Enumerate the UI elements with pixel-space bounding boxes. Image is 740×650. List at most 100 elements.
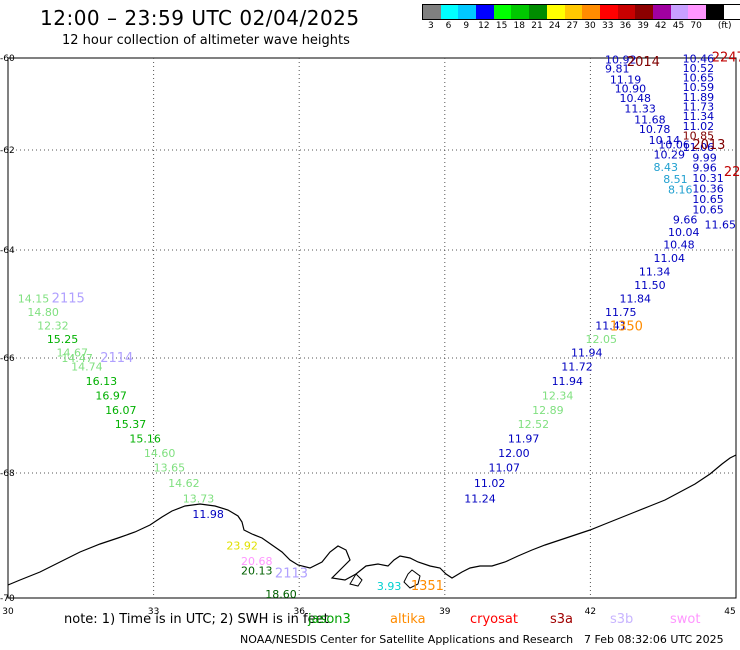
pass-time-label: 1351 [411, 579, 444, 594]
swh-observation: 11.04 [653, 252, 685, 265]
swh-observation: 10.29 [653, 149, 685, 162]
legend-bin-label: 39 [637, 21, 649, 31]
pass-time-label: 2113 [275, 566, 308, 581]
swh-observation: 10.14 [649, 134, 681, 147]
swh-observation: 14.15 [18, 292, 49, 305]
legend-swatch [688, 5, 706, 19]
swh-observation: 10.59 [683, 81, 715, 94]
satellite-altika: altika [390, 612, 426, 627]
legend-swatch [476, 5, 494, 19]
legend-bin-label: 3 [427, 21, 434, 31]
generated-timestamp: 7 Feb 08:32:06 UTC 2025 [584, 633, 724, 646]
swh-observation: 11.07 [488, 461, 519, 474]
satellite-cryosat: cryosat [470, 612, 518, 627]
footer-note: note: 1) Time is in UTC; 2) SWH is in fe… [64, 612, 329, 627]
legend-swatch [493, 5, 512, 19]
swh-observation: 15.37 [115, 418, 147, 431]
lon-tick-label: 36 [293, 607, 305, 617]
swh-observation: 11.33 [624, 102, 656, 115]
legend-bin-label: 21 [531, 21, 543, 31]
swh-observation: 13.73 [183, 492, 215, 505]
swh-observation: 11.97 [508, 433, 539, 446]
swh-observation: 10.90 [615, 83, 647, 96]
legend-swatch [546, 5, 565, 19]
swh-observation: 9.96 [692, 162, 717, 175]
swh-observation: 11.72 [561, 361, 593, 374]
swh-observation: 18.60 [265, 588, 297, 601]
swh-observation: 16.07 [105, 404, 137, 417]
swh-observation: 10.92 [605, 54, 637, 67]
swh-observation: 14.62 [168, 477, 200, 490]
legend-bin-label: 15 [495, 21, 508, 31]
swh-observation: 10.65 [692, 204, 724, 217]
swh-observation: 10.31 [692, 172, 724, 185]
swh-observation: 9.99 [692, 152, 717, 165]
swh-observation: 10.06 [658, 139, 690, 152]
swh-observation: 11.06 [683, 141, 715, 154]
swh-observation: 12.00 [498, 447, 529, 460]
legend-bin-label: 45 [672, 21, 685, 31]
pass-time-labels: 2014 2247 2013 22 2115 2114 1350 2113 1351 [52, 51, 740, 594]
legend-labels: 3 6 9 12 15 18 21 24 27 30 33 36 39 42 45 70 (ft) [422, 21, 740, 31]
longitude-labels: 30 33 36 39 42 45 [2, 607, 735, 617]
graticule [8, 58, 736, 598]
swh-observation: 23.92 [226, 539, 258, 552]
lon-tick-label: 45 [724, 607, 735, 617]
lat-tick-label: -64 [0, 246, 15, 256]
legend-bin-label: 30 [584, 21, 596, 31]
swh-observation: 10.46 [683, 53, 715, 66]
swh-observation: 16.97 [95, 389, 127, 402]
lat-tick-label: -70 [0, 594, 15, 604]
map-frame [7, 57, 737, 599]
legend-bin-label: 36 [619, 21, 632, 31]
legend-swatch [599, 5, 618, 19]
swh-observation: 16.13 [86, 375, 118, 388]
pass-time-label: 2013 [692, 138, 725, 153]
legend-swatch [529, 5, 547, 19]
legend-unit: (ft) [717, 21, 732, 31]
legend-swatch [423, 5, 441, 19]
swh-observation: 10.48 [663, 239, 695, 252]
swh-observation: 14.60 [144, 447, 176, 460]
swh-observation: 10.48 [620, 92, 652, 105]
legend-swatch [670, 5, 689, 19]
antarctic-coastline [7, 454, 737, 586]
lon-tick-label: 30 [2, 607, 14, 617]
swh-observation: 10.52 [683, 62, 715, 75]
legend-bin-label: 70 [690, 21, 702, 31]
swh-observation: 13.65 [154, 461, 186, 474]
satellite-legend: jason3 altika cryosat s3a s3b swot [308, 612, 738, 630]
swh-observation: 9.81 [605, 63, 630, 76]
swh-observation: 8.43 [653, 161, 678, 174]
swh-observation: 10.85 [683, 129, 715, 142]
satellite-s3a: s3a [550, 612, 574, 627]
lat-tick-label: -60 [0, 54, 15, 64]
latitude-labels: -60 -62 -64 -66 -68 -70 [0, 54, 15, 604]
wave-height-observations: 10.929.8111.1910.9010.4811.3311.6810.781… [18, 53, 736, 601]
lon-tick-label: 33 [148, 607, 159, 617]
pass-time-label: 1350 [610, 319, 643, 334]
lon-tick-label: 39 [439, 607, 451, 617]
swh-observation: 8.51 [663, 173, 688, 186]
satellite-swot: swot [670, 612, 701, 627]
swh-observation: 12.89 [532, 404, 564, 417]
swh-observation: 10.36 [692, 183, 724, 196]
swh-observation: 11.84 [620, 292, 652, 305]
legend-bin-label: 33 [601, 21, 614, 31]
legend-bin-label: 6 [445, 21, 452, 31]
swh-observation: 11.73 [683, 100, 715, 113]
legend-swatch [617, 5, 636, 19]
lat-tick-label: -62 [0, 146, 15, 156]
swh-observation: 11.50 [634, 279, 666, 292]
coastline-inlet-detail [349, 573, 363, 587]
swh-observation: 11.19 [610, 73, 642, 86]
lat-tick-label: -68 [0, 469, 15, 479]
pass-time-label: 2115 [52, 291, 85, 306]
swh-observation: 12.34 [542, 389, 574, 402]
swh-observation: 10.65 [683, 71, 715, 84]
map-subtitle: 12 hour collection of altimeter wave hei… [62, 33, 350, 48]
swh-observation: 11.34 [683, 110, 715, 123]
swh-observation: 14.74 [71, 361, 103, 374]
lat-tick-label: -66 [0, 354, 15, 364]
